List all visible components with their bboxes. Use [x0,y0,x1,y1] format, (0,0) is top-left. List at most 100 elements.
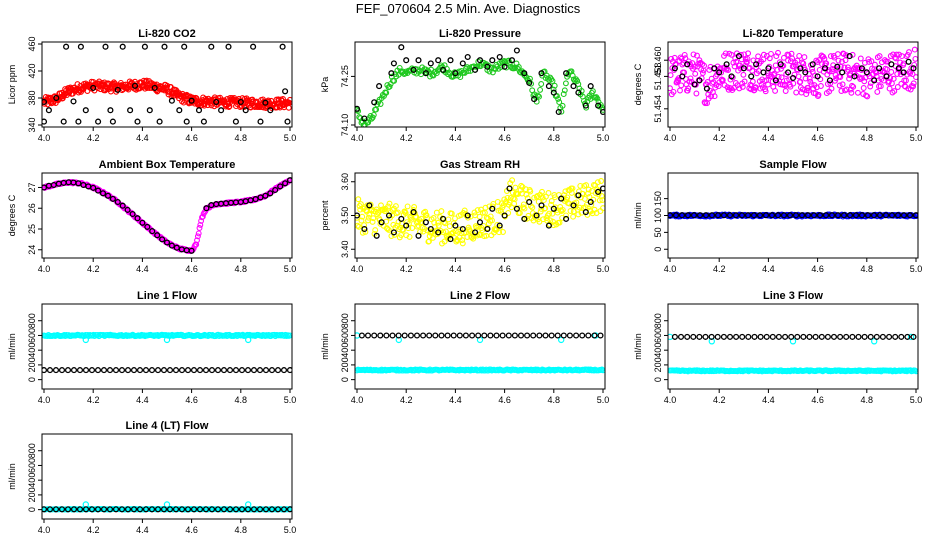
rh-fit-point [476,213,483,220]
line4-samples-point [196,506,204,513]
licortemp-samples-point [900,69,907,76]
line4-samples-point [226,506,234,513]
line2-xtick-label: 4.4 [449,395,462,405]
rh-fit-point [384,225,391,232]
line1-ytick-label: 600 [27,328,37,343]
line3-samples-point [824,333,831,340]
licortemp-fit-point [805,85,811,91]
pressure-fit-point [559,102,566,109]
line2-samples-point [420,332,427,339]
pressure-fit-point [383,89,390,96]
licortemp-samples-point [723,61,730,68]
line4-samples-point [124,506,132,513]
rh-fit-point [479,209,486,216]
rh-samples-point [373,232,380,239]
line3-samples-point [782,333,789,340]
rh-fit-point [535,198,542,205]
rh-fit-point [370,215,377,222]
line1-samples-point [286,367,292,374]
line2-samples-point [462,332,469,339]
rh-fit-point [461,207,468,214]
line2-samples-point [364,332,372,339]
pressure-samples-point [489,57,496,64]
line4-samples-point [82,506,90,513]
pressure-fit-point [536,93,542,100]
line4-data [42,501,292,513]
pressure-samples-point [599,108,605,116]
line2-xtick-label: 4.8 [548,395,561,405]
line2-band-point [598,366,605,373]
pressure-samples-point [371,99,378,106]
pressure-fit-point [553,92,560,99]
line2-samples-point [499,332,506,339]
pressure-samples-point [595,102,602,109]
rh-samples-point [595,188,602,195]
pressure-xtick-label: 4.8 [548,133,561,143]
pressure-samples-point [513,47,520,54]
licortemp-data [668,46,918,107]
sampleflow-samples-point [690,212,698,219]
line4-samples-point [274,506,282,513]
rh-fit-point [598,178,605,184]
licortemp-fit-point [827,53,834,60]
rh-fit-point [446,223,453,230]
rh-samples-point [361,225,368,233]
line3-samples-point [818,333,825,340]
line3-samples-point [788,333,795,340]
rh-fit-point [423,212,430,219]
rh-fit-point [381,208,388,215]
rh-samples-point [599,185,605,192]
co2-fit-point [204,102,211,109]
line2-samples-point [413,332,421,339]
line2-samples-point [597,332,604,339]
boxtemp-samples-point [277,183,284,190]
line3-xtick-label: 4.6 [811,395,824,405]
line3-data [668,333,918,375]
licortemp-fit-point [807,78,814,85]
line2-samples-point [407,332,414,339]
licortemp-fit-point [893,51,900,58]
licortemp-fit-point [843,86,850,93]
line1-xtick-label: 4.4 [136,395,149,405]
line4-samples-point [244,506,252,513]
licortemp-samples-point [863,69,870,76]
line3-ytick-label: 600 [653,328,663,343]
licortemp-fit-point [903,77,909,84]
co2-samples-point [250,43,257,50]
licortemp-fit-point [773,53,780,60]
rh-samples-point [558,195,565,202]
boxtemp-xtick-label: 4.2 [87,264,100,274]
rh-fit-point [536,218,543,225]
line2-samples-point [560,332,567,339]
sampleflow-samples-point [672,212,680,219]
licortemp-samples-point [760,69,767,76]
line4-xtick-label: 4.6 [185,525,198,535]
line2-ylabel: ml/min [320,333,330,360]
rh-samples-point [526,198,533,206]
rh-fit-point [585,186,592,193]
pressure-fit-point [550,86,557,93]
line3-ytick-label: 800 [653,313,663,328]
sampleflow-samples-point [816,212,824,219]
rh-fit-point [438,208,445,215]
rh-samples-point [484,225,491,233]
sampleflow-data [668,211,918,220]
rh-fit-point [469,229,476,236]
rh-fit-point [422,208,429,215]
line1-samples-point [118,367,126,374]
line2-samples-point [542,332,549,339]
licortemp-fit-point [677,87,683,94]
co2-xtick-label: 4.6 [185,133,198,143]
licortemp-samples-point [772,77,779,84]
line4-samples-point [106,506,114,513]
licortemp-fit-point [740,71,747,78]
line4-band-outlier [163,501,171,508]
line4-samples-point [220,506,228,513]
line3-frame [667,303,919,390]
rh-fit-point [500,229,506,235]
rh-samples-point [452,222,459,229]
rh-samples-point [355,212,361,219]
boxtemp-ytick-label: 26 [27,203,37,213]
co2-samples-point [183,118,190,125]
line2-band [355,332,605,374]
